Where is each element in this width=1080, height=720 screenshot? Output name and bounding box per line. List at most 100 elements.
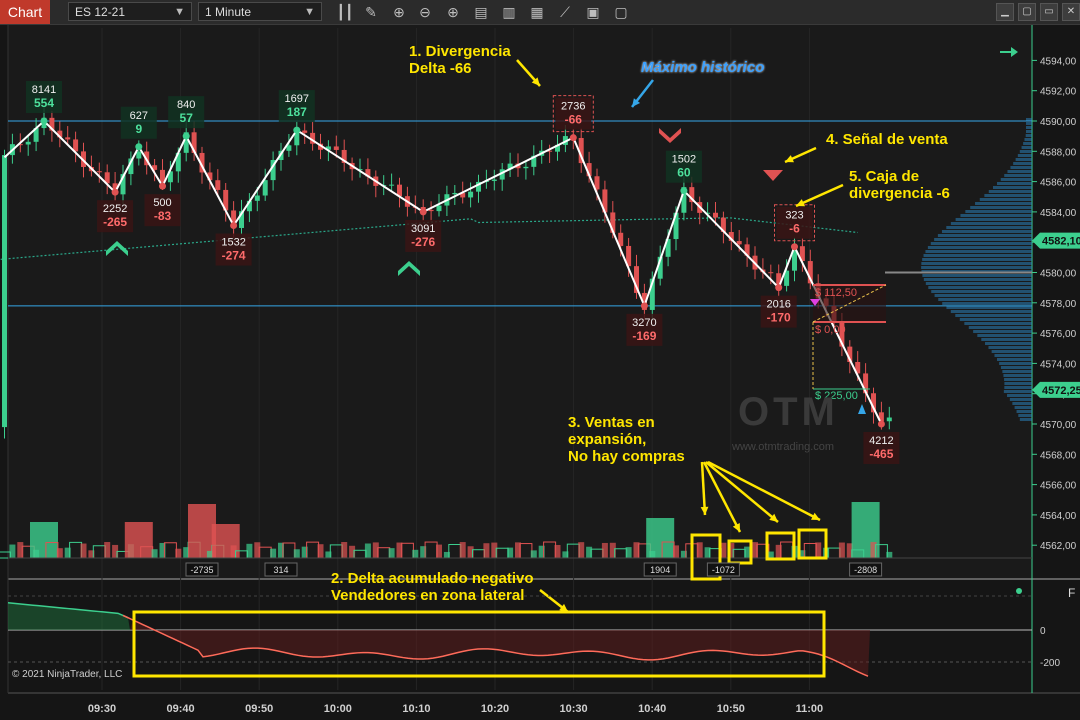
volume-profile-bar — [1016, 410, 1032, 413]
data-box-icon[interactable]: ▢ — [614, 4, 628, 20]
swing-volume-label: 1697 — [285, 93, 309, 105]
candle-body — [325, 146, 331, 150]
candle-body — [65, 137, 71, 140]
swing-volume-label: 2736 — [561, 101, 585, 113]
candle-body — [689, 187, 695, 203]
annotation-arrow-head — [531, 77, 540, 86]
properties-icon[interactable]: ▤ — [474, 4, 488, 20]
swing-delta-label: -83 — [154, 209, 172, 223]
candle-body — [728, 232, 734, 242]
volume-profile-bar — [922, 258, 1032, 261]
crosshair-icon[interactable]: ⊕ — [447, 4, 459, 20]
swing-label-bg — [626, 313, 663, 346]
volume-bar — [254, 542, 261, 558]
swing-delta-label: -276 — [411, 235, 435, 249]
volume-profile-bar — [946, 226, 1032, 229]
annotation-arrow — [707, 460, 821, 522]
candle-body — [878, 412, 884, 422]
volume-delta-label-bg — [264, 562, 298, 577]
candle-body — [17, 144, 23, 146]
trade-dashed-line — [812, 284, 887, 323]
drawing-tool-icon[interactable]: ✎ — [365, 4, 377, 20]
time-tick-label: 09:40 — [167, 703, 195, 715]
volume-bar — [538, 545, 545, 558]
volume-profile-bar — [979, 198, 1032, 201]
restore-button[interactable]: ▭ — [1040, 3, 1058, 21]
chart-canvas[interactable]: 4594,00 4592,00 4590,00 4588,00 4586,00 4584,… — [0, 25, 1080, 720]
volume-bar — [838, 542, 845, 558]
highlight-box-delta — [132, 610, 826, 678]
indicators-icon[interactable]: ▥ — [502, 4, 516, 20]
candle-body — [357, 169, 363, 171]
instrument-selector[interactable]: ES 12-21 ▼ — [68, 2, 192, 21]
volume-profile-bar — [1003, 374, 1032, 377]
swing-label-bg — [215, 233, 252, 266]
volume-bar — [372, 542, 379, 558]
volume-profile-bar — [937, 234, 1032, 237]
instrument-value: ES 12-21 — [75, 5, 126, 19]
time-tick-label: 10:10 — [402, 703, 430, 715]
delta-line-negative — [122, 614, 869, 677]
volume-bar — [175, 548, 182, 558]
candle-body — [618, 232, 624, 246]
annotation-arrow-head — [769, 513, 778, 522]
volume-profile-bar — [938, 298, 1032, 301]
candle-body — [302, 130, 308, 133]
volume-profile-bar — [991, 350, 1032, 353]
volume-bar — [728, 543, 735, 558]
annotation-arrow-head — [796, 199, 805, 207]
price-tick-label: 4590,00 — [1040, 117, 1077, 128]
annotation-arrow-head — [785, 155, 794, 163]
candle-body — [594, 176, 600, 190]
volume-bar — [609, 542, 616, 558]
zoom-out-icon[interactable]: ⊖ — [419, 4, 431, 20]
templates-icon[interactable]: ⟋ — [560, 4, 570, 20]
volume-bar — [159, 542, 166, 558]
price-badge — [1032, 381, 1080, 398]
annotation-divergence-delta: 1. Divergencia Delta -66 — [409, 43, 511, 77]
divergence-box — [774, 204, 815, 242]
strategies-icon[interactable]: ▦ — [530, 4, 544, 20]
volume-profile-bar — [1009, 398, 1032, 401]
volume-profile-bar — [1007, 170, 1032, 173]
volume-profile-bar — [1019, 150, 1032, 153]
bar-type-icon[interactable]: ┃┃ — [336, 4, 354, 20]
volume-profile-bar — [999, 362, 1032, 365]
annotation-arrow-head — [700, 506, 709, 515]
zoom-in-icon[interactable]: ⊕ — [393, 4, 405, 20]
close-button[interactable]: ✕ — [1062, 3, 1080, 21]
volume-bar — [9, 544, 16, 558]
sell-signal-chevron — [659, 128, 681, 143]
divergence-box — [552, 95, 594, 133]
swing-point — [569, 134, 577, 142]
candle-body — [610, 212, 616, 233]
candle-body — [175, 152, 181, 172]
timeframe-selector[interactable]: 1 Minute ▼ — [198, 2, 322, 21]
chart-trader-icon[interactable]: ▣ — [586, 4, 600, 20]
candle-body — [705, 212, 711, 214]
volume-bar — [301, 546, 308, 558]
time-tick-label: 11:00 — [796, 703, 824, 715]
swing-volume-label: 4212 — [869, 435, 893, 447]
annotation-sell-signal: 4. Señal de venta — [826, 131, 948, 148]
swing-label-bg — [144, 194, 181, 227]
maximize-button[interactable]: ▢ — [1018, 3, 1036, 21]
volume-profile-bar — [942, 302, 1032, 305]
swing-label-bg — [168, 96, 205, 129]
volume-bar — [230, 545, 237, 558]
volume-profile-bar — [1003, 390, 1032, 393]
time-tick-label: 10:50 — [717, 703, 745, 715]
entry-arrow — [810, 299, 820, 306]
chart-tab[interactable]: Chart — [0, 0, 50, 24]
volume-bar — [317, 544, 324, 558]
candle-body — [73, 139, 79, 152]
volume-profile-bar — [970, 206, 1032, 209]
volume-profile-bar — [923, 254, 1032, 257]
volume-profile-bar — [925, 250, 1032, 253]
annotation-arrow-head — [811, 512, 820, 520]
candle-body — [641, 292, 647, 310]
volume-bar — [483, 543, 490, 558]
volume-bar — [554, 544, 561, 558]
volume-bar — [680, 550, 687, 558]
minimize-button[interactable]: ▁ — [996, 3, 1014, 21]
